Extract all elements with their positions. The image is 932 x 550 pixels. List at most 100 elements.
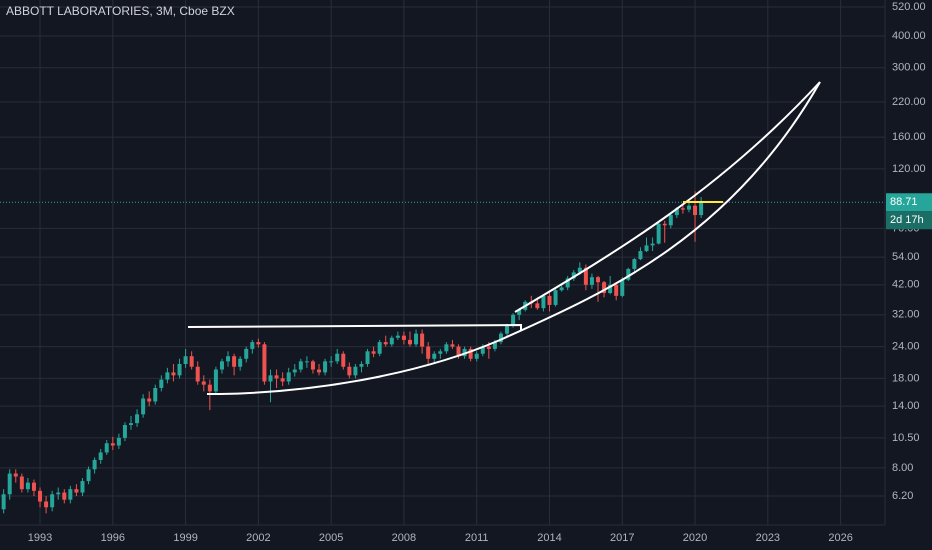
candle-body: [559, 287, 564, 291]
candle-body: [62, 492, 67, 500]
candle-body: [656, 223, 661, 244]
candle-body: [668, 215, 673, 226]
y-tick-label: 10.50: [892, 432, 920, 444]
candle-body: [31, 482, 36, 491]
candle-body: [565, 278, 570, 288]
candle-body: [323, 361, 328, 373]
candle-body: [38, 490, 43, 502]
y-tick-label: 14.00: [892, 400, 920, 412]
candle-body: [438, 351, 443, 354]
candle-body: [517, 309, 522, 315]
candle-body: [547, 295, 552, 305]
candle-body: [110, 443, 115, 446]
candle-body: [329, 361, 334, 363]
candle-body: [335, 353, 340, 362]
candle-body: [414, 333, 419, 345]
candle-body: [141, 398, 146, 415]
candle-body: [44, 501, 49, 508]
candle-body: [13, 473, 18, 477]
candle-body: [620, 279, 625, 296]
candle-body: [420, 333, 425, 347]
y-tick-label: 8.00: [892, 462, 913, 474]
candle-body: [699, 202, 704, 216]
candle-body: [553, 290, 558, 305]
candle-body: [583, 267, 588, 285]
y-tick-label: 6.20: [892, 490, 913, 502]
candle-body: [371, 351, 376, 354]
candle-body: [432, 353, 437, 359]
candle-body: [505, 325, 510, 334]
candle-body: [165, 372, 170, 380]
candle-body: [177, 364, 182, 376]
candle-body: [189, 356, 194, 367]
candle-body: [74, 489, 79, 493]
candle-body: [456, 346, 461, 357]
candle-body: [680, 208, 685, 210]
last-price-box: [886, 193, 932, 212]
x-tick-label: 2005: [319, 532, 343, 544]
candle-body: [480, 346, 485, 354]
x-tick-label: 2014: [537, 532, 561, 544]
candle-body: [650, 243, 655, 246]
y-tick-label: 160.00: [892, 131, 926, 143]
candle-body: [693, 205, 698, 216]
candle-body: [492, 342, 497, 349]
candle-body: [195, 366, 200, 382]
axes: 520.00400.00300.00220.00160.00120.0070.0…: [28, 1, 932, 544]
candle-body: [80, 481, 85, 493]
candle-body: [444, 344, 449, 352]
x-tick-label: 2023: [756, 532, 780, 544]
candle-body: [395, 335, 400, 338]
x-tick-label: 2002: [246, 532, 270, 544]
y-tick-label: 54.00: [892, 251, 920, 263]
candle-body: [153, 387, 158, 402]
candle-body: [226, 356, 231, 362]
candle-body: [232, 356, 237, 367]
candle-body: [638, 251, 643, 260]
candle-body: [159, 379, 164, 388]
candle-body: [56, 492, 61, 495]
candle-body: [298, 361, 303, 370]
countdown-box: [886, 211, 932, 230]
last-price-label: 88.71: [890, 196, 918, 208]
candle-body: [304, 361, 309, 363]
x-tick-label: 2020: [683, 532, 707, 544]
candle-body: [377, 342, 382, 354]
candle-body: [50, 494, 55, 508]
x-tick-label: 1996: [101, 532, 125, 544]
chart-title: ABBOTT LABORATORIES, 3M, Cboe BZX: [6, 4, 235, 18]
candle-body: [92, 459, 97, 470]
candle-body: [383, 342, 388, 345]
lower-curve: [207, 81, 821, 395]
candle-body: [116, 437, 121, 446]
candle-body: [632, 259, 637, 269]
candle-body: [244, 348, 249, 359]
candle-body: [347, 366, 352, 376]
candle-body: [608, 284, 613, 293]
candle-body: [577, 267, 582, 273]
candle-body: [389, 337, 394, 345]
x-tick-label: 2011: [465, 532, 489, 544]
candle-body: [317, 369, 322, 373]
candle-body: [129, 423, 134, 425]
candle-body: [68, 489, 73, 500]
candle-body: [341, 353, 346, 367]
y-tick-label: 520.00: [892, 1, 926, 13]
x-tick-label: 2017: [610, 532, 634, 544]
y-tick-label: 400.00: [892, 30, 926, 42]
y-tick-label: 42.00: [892, 279, 920, 291]
candle-body: [19, 476, 24, 490]
candle-body: [292, 369, 297, 373]
candle-body: [268, 375, 273, 382]
candle-body: [201, 381, 206, 385]
y-tick-label: 120.00: [892, 163, 926, 175]
candle-body: [462, 348, 467, 357]
candle-body: [219, 361, 224, 370]
candle-body: [359, 364, 364, 367]
candle-body: [250, 342, 255, 349]
candle-body: [407, 339, 412, 345]
candle-body: [486, 346, 491, 349]
